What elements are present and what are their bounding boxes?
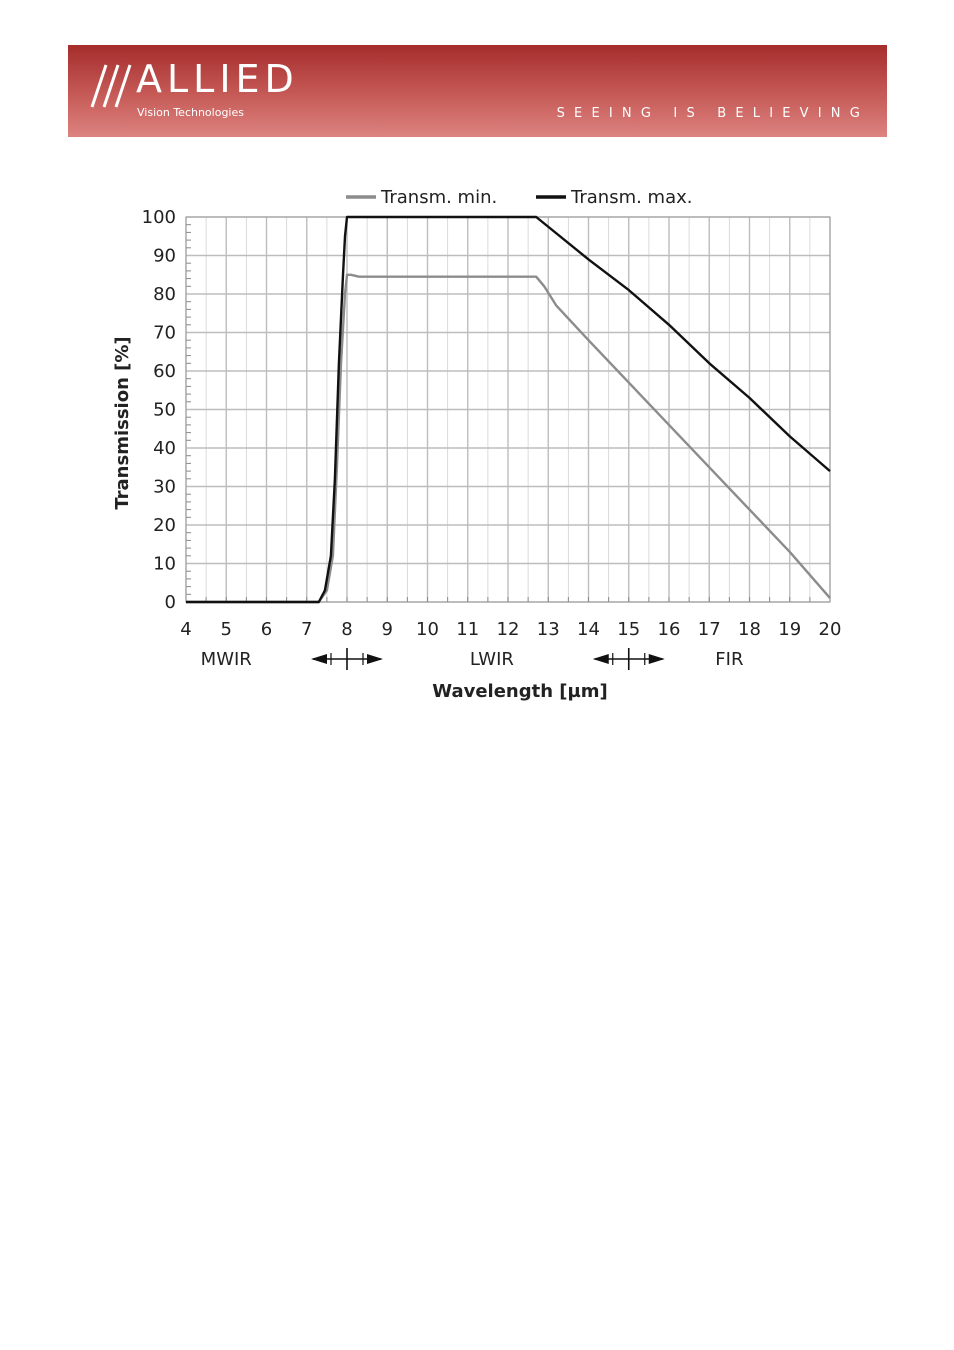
brand-name: ALLIED	[136, 57, 299, 101]
x-tick-label: 5	[221, 619, 232, 640]
y-tick-label: 30	[153, 477, 176, 498]
x-tick-label: 17	[698, 619, 721, 640]
x-tick-label: 18	[738, 619, 761, 640]
x-tick-label: 11	[456, 619, 479, 640]
series-line-max	[186, 215, 831, 604]
x-tick-label: 6	[261, 619, 272, 640]
y-tick-label: 90	[153, 246, 176, 267]
y-tick-label: 100	[142, 207, 176, 228]
band-label: FIR	[715, 649, 743, 670]
x-tick-label: 13	[537, 619, 560, 640]
band-label: MWIR	[201, 649, 252, 670]
legend-label-max: Transm. max.	[570, 187, 692, 208]
y-tick-label: 50	[153, 400, 176, 421]
x-tick-label: 4	[180, 619, 191, 640]
tagline: SEEING IS BELIEVING	[556, 106, 869, 121]
y-tick-label: 80	[153, 284, 176, 305]
x-axis-label: Wavelength [µm]	[432, 681, 608, 702]
band-annotations: MWIR LWIR FIR	[201, 648, 743, 670]
y-tick-label: 0	[165, 592, 176, 613]
chart-minor-grid	[185, 224, 831, 602]
x-tick-label: 8	[341, 619, 352, 640]
band-boundary-arrow-icon	[592, 648, 665, 670]
x-tick-labels: 4 5 6 7 8 9 10 11 12 13 14 15 16 17 18 19 20	[180, 619, 841, 640]
y-tick-label: 10	[153, 554, 176, 575]
arrowhead-left	[592, 654, 609, 664]
y-tick-label: 20	[153, 515, 176, 536]
chart-grid	[185, 216, 831, 603]
series-line-min	[186, 273, 831, 604]
x-tick-label: 12	[497, 619, 520, 640]
header-banner: ALLIED Vision Technologies SEEING IS BEL…	[68, 45, 887, 137]
logo-slashes-icon	[90, 64, 132, 108]
y-tick-label: 60	[153, 361, 176, 382]
band-label: LWIR	[470, 649, 514, 670]
legend: Transm. min. Transm. max.	[346, 187, 692, 208]
arrowhead-left	[311, 654, 327, 664]
x-tick-label: 14	[577, 619, 600, 640]
arrowhead-right	[367, 654, 383, 664]
legend-label-min: Transm. min.	[380, 187, 497, 208]
x-tick-label: 10	[416, 619, 439, 640]
band-boundary-arrow-icon	[311, 648, 383, 670]
x-tick-label: 19	[778, 619, 801, 640]
y-tick-label: 40	[153, 438, 176, 459]
x-tick-label: 15	[617, 619, 640, 640]
x-tick-label: 7	[301, 619, 312, 640]
x-tick-label: 16	[658, 619, 681, 640]
x-tick-label: 9	[382, 619, 393, 640]
brand-subtitle: Vision Technologies	[137, 106, 244, 119]
y-axis-label: Transmission [%]	[112, 336, 133, 509]
y-tick-label: 70	[153, 323, 176, 344]
transmission-chart: 0 10 20 30 40 50 60 70 80 90 100 4 5 6 7 8 9 10 11 12 13 14 1…	[112, 187, 841, 702]
y-tick-labels: 0 10 20 30 40 50 60 70 80 90 100	[142, 207, 176, 613]
arrowhead-right	[648, 654, 665, 664]
series-layer	[186, 215, 831, 604]
x-tick-label: 20	[819, 619, 842, 640]
